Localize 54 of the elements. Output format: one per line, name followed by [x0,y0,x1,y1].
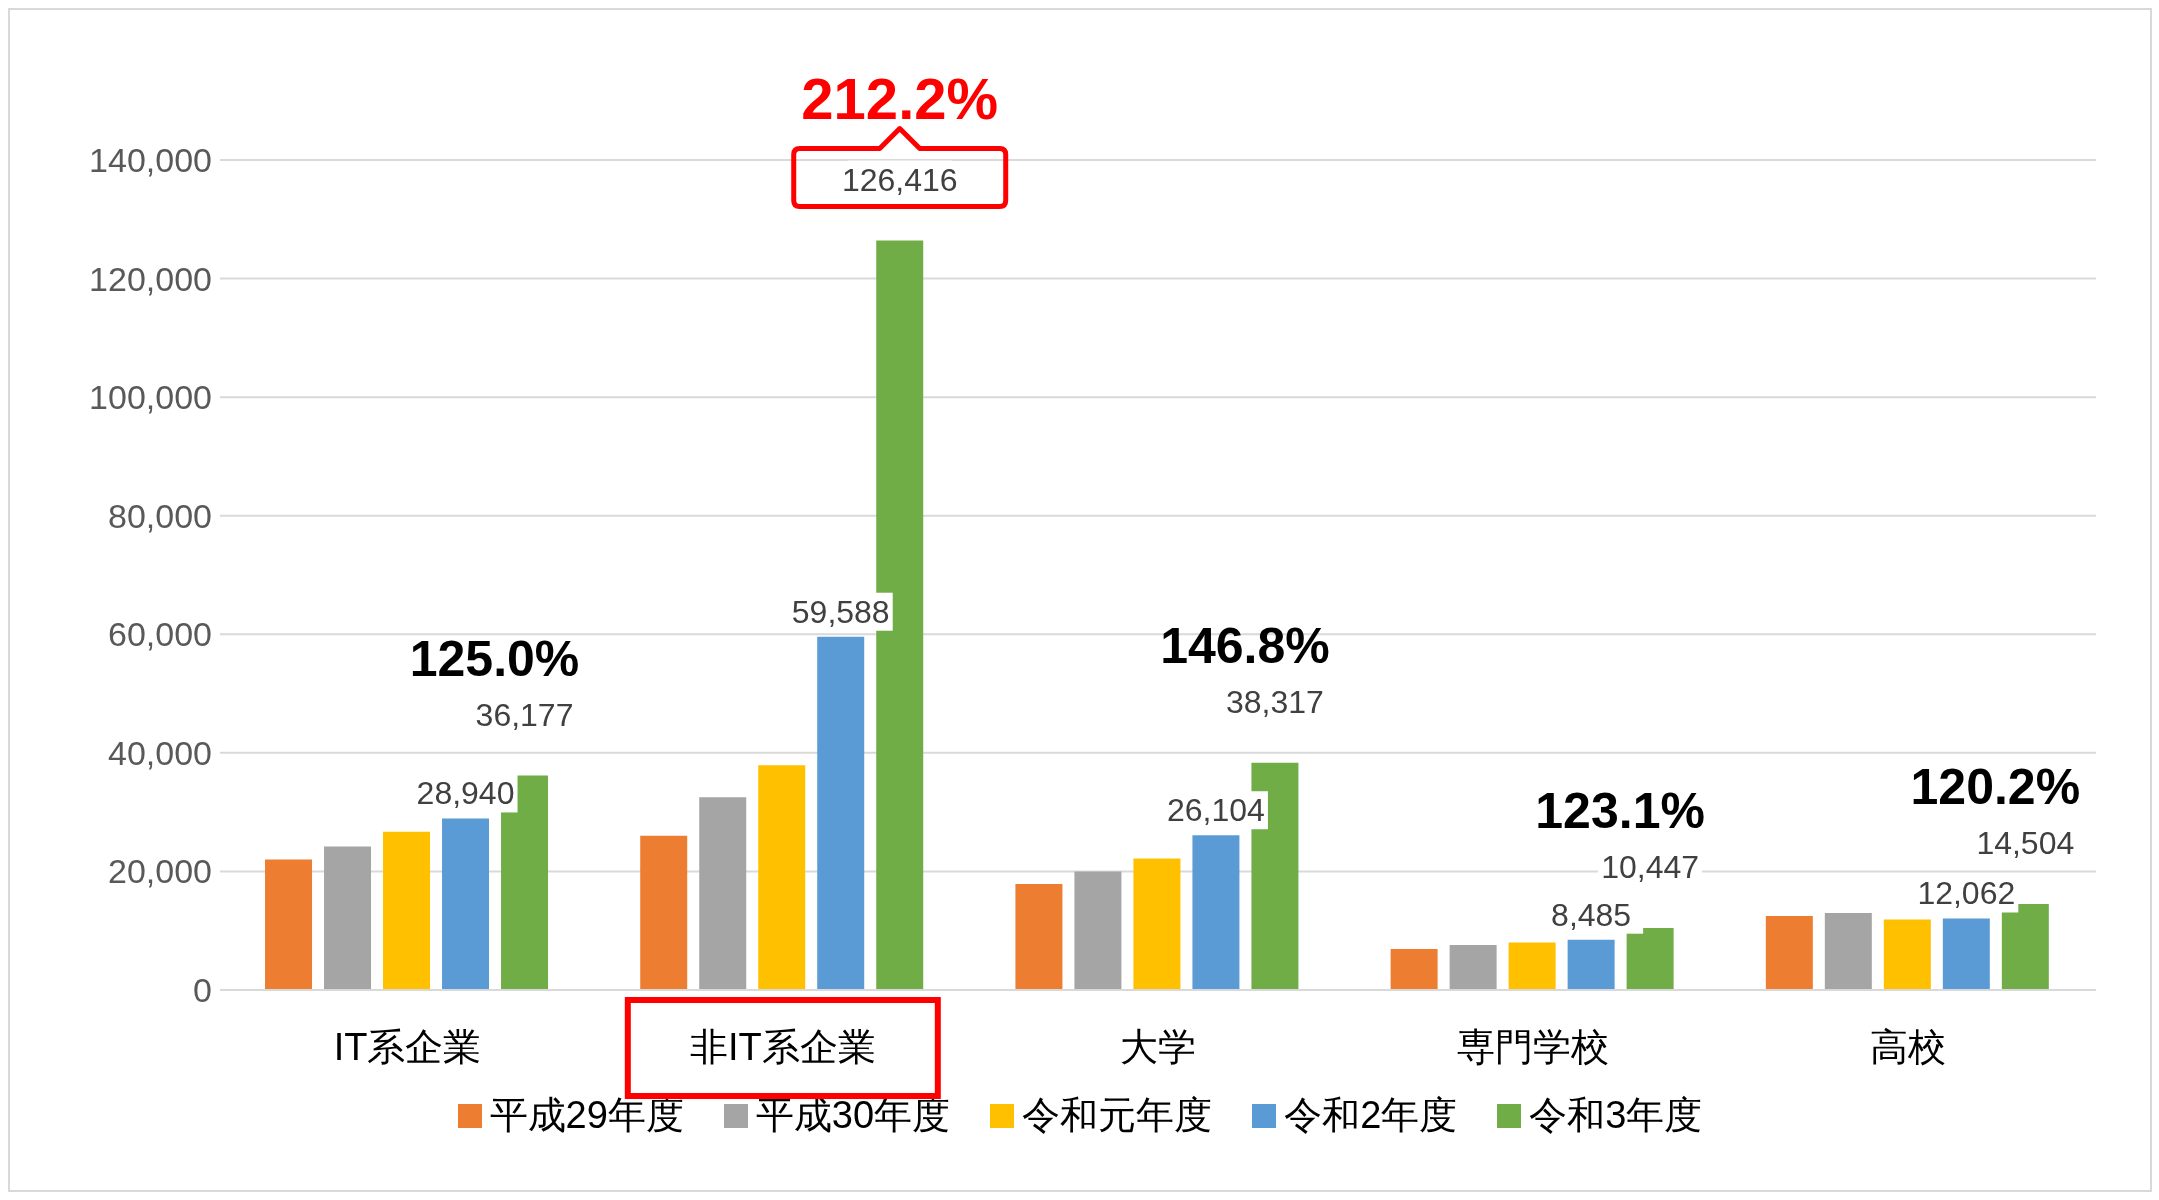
data-label: 59,588 [791,593,890,630]
bar [1192,835,1240,990]
legend-label: 令和3年度 [1529,1093,1703,1138]
bar [758,765,806,990]
bar [640,835,688,990]
bar [1133,858,1181,990]
bar [442,818,490,990]
y-tick-label: 120,000 [89,259,212,298]
x-tick-label: 専門学校 [1457,1026,1610,1068]
data-label: 14,504 [1976,825,2075,862]
legend-label: 令和2年度 [1284,1093,1458,1138]
bar [1883,919,1931,990]
data-label: 8,485 [1551,896,1632,933]
x-tick-label: 高校 [1870,1026,1947,1068]
y-tick-label: 80,000 [108,496,212,535]
data-label: 12,062 [1917,875,2016,912]
y-tick-label: 0 [193,971,212,1010]
data-label: 10,447 [1601,849,1700,886]
bar [1449,944,1497,990]
data-label: 126,416 [841,161,958,198]
legend-label: 平成30年度 [755,1093,951,1138]
y-tick-label: 100,000 [89,378,212,417]
bar [1508,942,1556,990]
bar [1074,871,1122,990]
bar [1567,939,1615,990]
data-label: 28,940 [416,775,515,812]
bar [1824,912,1872,990]
y-tick-label: 40,000 [108,733,212,772]
x-tick-label: 非IT系企業 [689,1026,876,1068]
bar [1942,918,1990,990]
bar [1765,915,1813,990]
bar [1015,883,1063,990]
bar [1390,949,1438,990]
data-label: 38,317 [1225,683,1324,720]
data-label: 26,104 [1166,792,1265,829]
bar [265,859,313,990]
bar [699,797,747,990]
y-tick-label: 60,000 [108,615,212,654]
bar [324,846,372,990]
y-tick-label: 140,000 [89,141,212,180]
legend-label: 令和元年度 [1022,1093,1213,1138]
x-tick-label: IT系企業 [333,1026,482,1068]
legend-label: 平成29年度 [489,1093,684,1138]
text: 212.2% [801,65,999,131]
data-label: 36,177 [475,696,574,733]
annotation: 146.8% [1160,617,1330,674]
annotation: 125.0% [409,630,580,687]
annotation: 123.1% [1535,783,1705,840]
bar [383,831,431,990]
x-tick-label: 大学 [1120,1026,1196,1068]
annotation: 120.2% [1910,759,2081,816]
bar [817,636,865,990]
y-tick-label: 20,000 [108,852,212,891]
bar [1626,928,1674,990]
